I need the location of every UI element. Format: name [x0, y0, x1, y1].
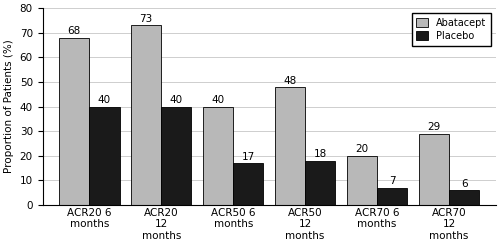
Bar [347, 156, 377, 205]
Bar [233, 163, 264, 205]
Bar [275, 87, 305, 205]
Bar [377, 188, 408, 205]
Text: 48: 48 [284, 76, 296, 86]
Bar [419, 134, 449, 205]
Text: 6: 6 [461, 179, 468, 189]
Bar [449, 190, 480, 205]
Bar [131, 25, 162, 205]
Legend: Abatacept, Placebo: Abatacept, Placebo [412, 13, 491, 46]
Text: 18: 18 [314, 149, 327, 159]
Bar [90, 107, 120, 205]
Text: 68: 68 [68, 26, 81, 37]
Bar [59, 38, 90, 205]
Text: 40: 40 [98, 95, 111, 105]
Text: 29: 29 [428, 122, 440, 132]
Bar [203, 107, 233, 205]
Bar [305, 161, 336, 205]
Y-axis label: Proportion of Patients (%): Proportion of Patients (%) [4, 40, 14, 173]
Text: 7: 7 [389, 176, 396, 186]
Text: 40: 40 [212, 95, 224, 105]
Text: 20: 20 [356, 145, 368, 154]
Text: 40: 40 [170, 95, 183, 105]
Text: 17: 17 [242, 152, 255, 162]
Text: 73: 73 [140, 14, 153, 24]
Bar [162, 107, 192, 205]
